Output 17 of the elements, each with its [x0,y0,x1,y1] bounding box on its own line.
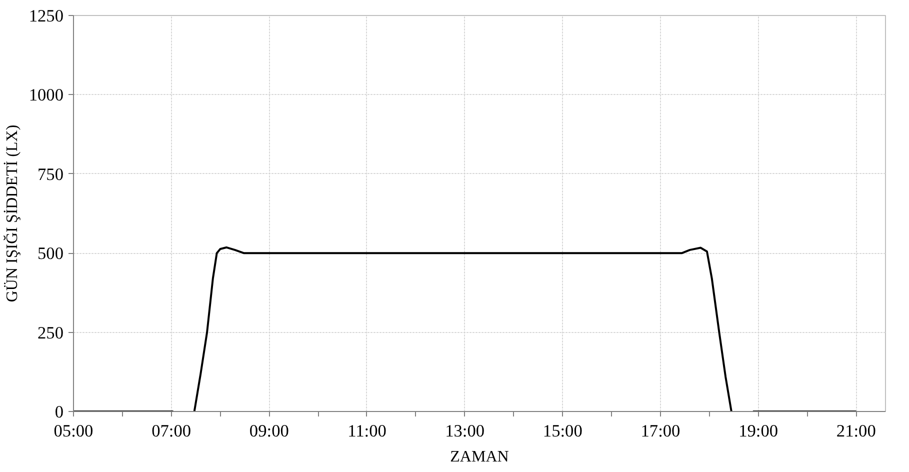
x-tick-label: 17:00 [640,422,680,440]
y-tick-label: 1250 [28,6,64,26]
y-axis-title: GÜN IŞIĞI ŞİDDETİ (LX) [2,124,21,302]
y-tick-label: 1000 [28,86,64,105]
x-tick-label: 11:00 [348,422,386,440]
x-axis-title: ZAMAN [450,448,510,466]
y-tick-label: 250 [38,323,64,342]
x-tick-label: 15:00 [542,422,582,440]
y-tick-label: 750 [38,164,64,184]
y-tick-label: 0 [54,402,64,422]
x-tick-label: 21:00 [836,422,876,440]
x-tick-label: 09:00 [249,422,289,440]
x-tick-label: 05:00 [54,422,94,440]
x-tick-label: 13:00 [445,422,485,440]
x-tick-label: 07:00 [152,422,192,440]
x-tick-label: 19:00 [738,422,778,440]
y-tick-label: 500 [38,244,64,264]
